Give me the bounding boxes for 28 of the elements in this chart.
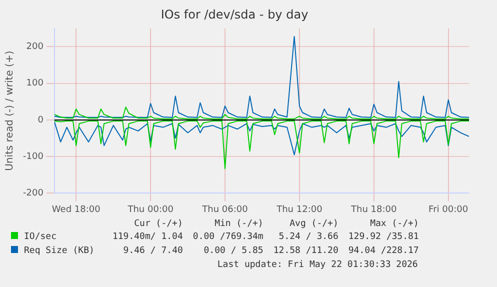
chart-title: IOs for /dev/sda - by day xyxy=(160,7,308,22)
text: Avg (-/+) xyxy=(288,218,338,230)
x-tick-label: Thu 00:00 xyxy=(126,204,174,215)
text: 0.00 /769.34m xyxy=(192,231,264,244)
legend-label: Req Size (KB) xyxy=(24,246,94,256)
y-tick-label: -200 xyxy=(22,188,44,199)
x-tick-label: Thu 12:00 xyxy=(276,204,323,215)
text: Min (-/+) xyxy=(214,218,264,230)
text: 5.24 / 3.66 xyxy=(278,231,338,244)
y-axis-title: Units read (-) / write (+) xyxy=(4,50,16,171)
x-tick-label: Thu 06:00 xyxy=(201,204,248,215)
x-tick-label: Fri 00:00 xyxy=(428,204,468,215)
text: 12.58 /11.20 xyxy=(272,245,338,258)
y-tick-label: 100 xyxy=(26,78,44,89)
text: 9.46 / 7.40 xyxy=(122,245,183,258)
y-tick-label: 200 xyxy=(26,42,44,52)
x-tick-label: Wed 18:00 xyxy=(52,204,101,215)
text: 0.00 / 5.85 xyxy=(202,245,264,258)
text: Last update: Fri May 22 01:30:33 2026 xyxy=(216,259,419,272)
y-tick-label: 0 xyxy=(38,115,44,126)
x-tick-label: Thu 18:00 xyxy=(350,204,398,215)
text: 119.40m/ 1.04 xyxy=(111,231,183,244)
text: 94.04 /228.17 xyxy=(347,245,419,258)
text: 129.92 /35.81 xyxy=(347,231,419,244)
y-tick-label: -100 xyxy=(22,152,44,162)
text: Max (-/+) xyxy=(369,218,419,230)
legend-label: IO/sec xyxy=(24,232,57,242)
text: Cur (-/+) xyxy=(133,218,183,230)
